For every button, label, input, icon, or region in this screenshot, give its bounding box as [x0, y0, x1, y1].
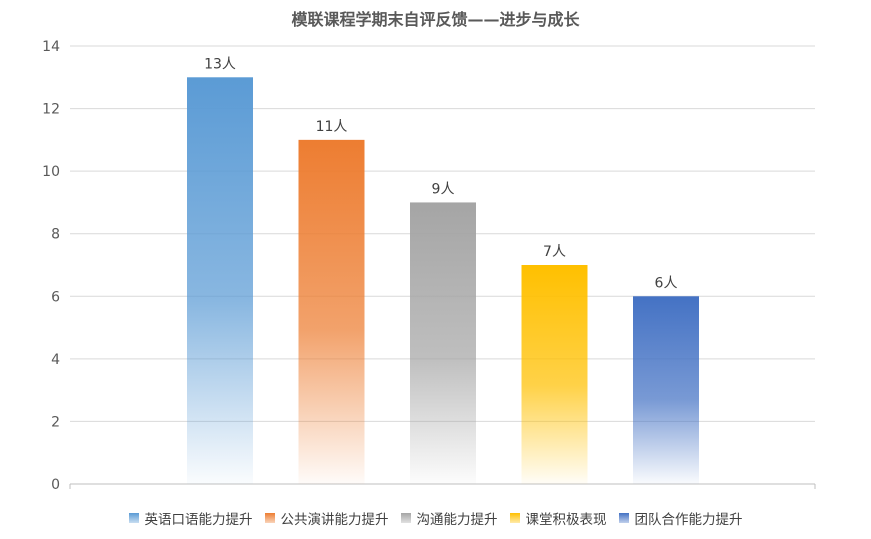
y-tick-label: 14 [42, 39, 60, 55]
y-tick-label: 6 [51, 289, 60, 305]
legend-label: 团队合作能力提升 [634, 512, 743, 528]
bar-5 [633, 296, 699, 484]
bar-4 [521, 265, 588, 484]
legend-swatch [400, 513, 411, 523]
legend-label: 英语口语能力提升 [144, 512, 253, 528]
y-tick-label: 10 [42, 164, 60, 180]
legend-label: 沟通能力提升 [416, 512, 498, 528]
y-tick-label: 12 [42, 102, 60, 118]
legend-item: 课堂积极表现 [509, 508, 607, 528]
legend-swatch [264, 513, 275, 523]
legend-swatch [128, 513, 139, 523]
legend-swatch [509, 513, 520, 523]
legend-item: 公共演讲能力提升 [264, 508, 389, 528]
data-label: 7人 [543, 244, 566, 260]
legend-item: 团队合作能力提升 [618, 508, 743, 528]
bar-1 [187, 77, 253, 485]
bar-3 [410, 202, 476, 484]
legend-item: 英语口语能力提升 [128, 508, 253, 528]
y-tick-label: 2 [51, 414, 60, 430]
legend: 英语口语能力提升 公共演讲能力提升 沟通能力提升 课堂积极表现 团队合作能力提升 [0, 508, 871, 528]
data-label: 9人 [432, 181, 455, 197]
y-tick-label: 4 [51, 352, 60, 368]
chart-title: 模联课程学期末自评反馈——进步与成长 [291, 10, 580, 29]
y-tick-label: 8 [51, 227, 60, 243]
data-label: 13人 [204, 56, 236, 72]
legend-swatch [618, 513, 629, 523]
legend-label: 公共演讲能力提升 [280, 512, 389, 528]
data-labels: 13人 11人 9人 7人 6人 [204, 56, 677, 291]
bar-2 [298, 139, 365, 484]
data-label: 6人 [655, 275, 678, 291]
bars [187, 77, 699, 485]
legend-label: 课堂积极表现 [525, 512, 607, 528]
data-label: 11人 [316, 119, 348, 135]
y-tick-label: 0 [51, 477, 60, 493]
legend-item: 沟通能力提升 [400, 508, 498, 528]
